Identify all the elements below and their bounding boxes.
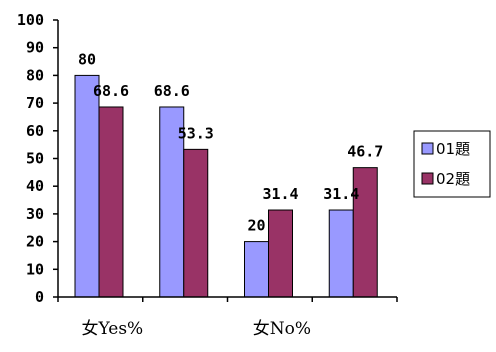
y-tick-label: 30 <box>26 205 44 223</box>
bar-2-2 <box>183 148 209 298</box>
data-label: 46.7 <box>347 143 383 161</box>
data-labels: 80 68.6 20 31.4 68.6 53.3 31.4 46.7 <box>78 50 383 234</box>
bar-2-1 <box>98 106 124 298</box>
y-tick-label: 90 <box>26 39 44 57</box>
data-label: 53.3 <box>178 124 214 142</box>
y-tick-label: 0 <box>35 288 44 306</box>
y-tick-label: 10 <box>26 260 44 278</box>
legend-swatch <box>421 142 434 155</box>
legend: 01題 02題 <box>413 130 491 198</box>
y-tick-label: 100 <box>17 11 44 29</box>
y-tick-label: 40 <box>26 177 44 195</box>
y-tick-label: 20 <box>26 233 44 251</box>
bar-1-2 <box>159 106 185 298</box>
bar-2-4 <box>352 167 378 298</box>
y-tick-label: 60 <box>26 122 44 140</box>
x-category-label: 女Yes% <box>82 319 144 339</box>
y-tick-label: 50 <box>26 150 44 168</box>
data-label: 31.4 <box>262 185 298 203</box>
x-axis: 女Yes% 女No% <box>57 296 398 339</box>
data-label: 20 <box>247 217 265 235</box>
x-category-label: 女No% <box>253 319 311 339</box>
data-label: 68.6 <box>93 82 129 100</box>
bar-1-1 <box>74 74 100 298</box>
y-axis: 0 10 20 30 40 50 60 70 80 90 100 <box>17 11 59 306</box>
y-tick-label: 80 <box>26 66 44 84</box>
bar-1-4 <box>328 209 354 298</box>
bar-1-3 <box>244 241 269 298</box>
bar-2-3 <box>268 209 293 298</box>
legend-swatch <box>421 172 434 185</box>
legend-box <box>413 130 491 198</box>
data-label: 80 <box>78 50 96 68</box>
data-label: 68.6 <box>154 82 190 100</box>
legend-label: 01題 <box>436 140 470 158</box>
bars <box>74 74 378 298</box>
data-label: 31.4 <box>323 185 359 203</box>
y-tick-label: 70 <box>26 94 44 112</box>
legend-label: 02題 <box>436 170 470 188</box>
